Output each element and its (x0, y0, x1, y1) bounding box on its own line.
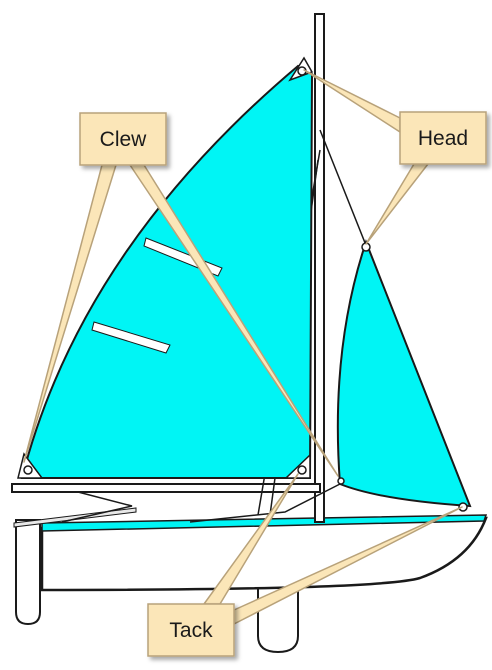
tack-grommet-mainsail (297, 465, 307, 475)
clew-callout-box (79, 112, 167, 166)
mainsheet (61, 491, 133, 523)
clew-label: Clew (100, 128, 148, 151)
batten-lower (91, 321, 171, 354)
head-callout-box (399, 111, 487, 165)
callout-pointers (23, 69, 463, 625)
clew-grommet (23, 465, 33, 475)
jib-group (336, 239, 472, 512)
mainsail (20, 64, 314, 479)
jib (336, 239, 472, 508)
callout-head: Head (399, 111, 487, 165)
callout-tack: Tack (147, 603, 235, 657)
head-pointer-lower (365, 163, 429, 245)
centreboard (15, 519, 41, 626)
tack-callout-box (147, 603, 235, 657)
head-label: Head (418, 127, 468, 150)
clew-grommet-jib (337, 477, 345, 485)
boom (11, 483, 321, 493)
boat-hull-group (13, 507, 488, 654)
jib-sheet (189, 483, 341, 523)
mainsail-group (17, 56, 314, 479)
tack-label: Tack (169, 619, 213, 642)
mast (314, 13, 325, 523)
tack-grommet-jib (458, 502, 468, 512)
callout-clew: Clew (79, 112, 167, 166)
hull (40, 516, 488, 592)
